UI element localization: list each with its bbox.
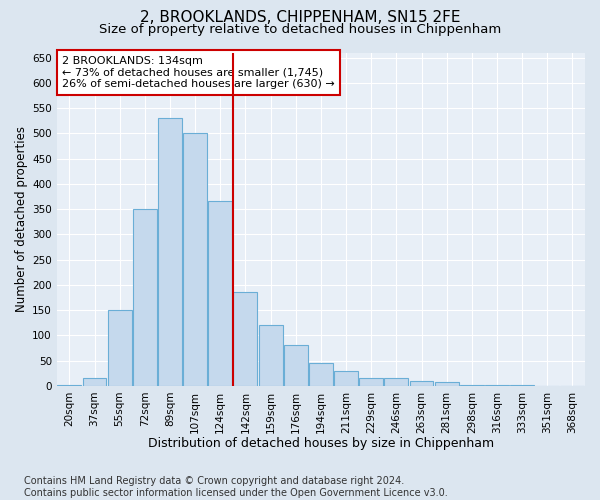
Bar bbox=[233, 292, 257, 386]
Bar bbox=[83, 378, 106, 386]
Y-axis label: Number of detached properties: Number of detached properties bbox=[15, 126, 28, 312]
Bar bbox=[435, 382, 458, 386]
Bar bbox=[309, 363, 333, 386]
Bar bbox=[259, 325, 283, 386]
Bar bbox=[58, 385, 82, 386]
X-axis label: Distribution of detached houses by size in Chippenham: Distribution of detached houses by size … bbox=[148, 437, 494, 450]
Bar bbox=[133, 209, 157, 386]
Text: Contains HM Land Registry data © Crown copyright and database right 2024.
Contai: Contains HM Land Registry data © Crown c… bbox=[24, 476, 448, 498]
Bar bbox=[108, 310, 131, 386]
Text: 2 BROOKLANDS: 134sqm
← 73% of detached houses are smaller (1,745)
26% of semi-de: 2 BROOKLANDS: 134sqm ← 73% of detached h… bbox=[62, 56, 335, 89]
Bar bbox=[460, 385, 484, 386]
Bar bbox=[334, 370, 358, 386]
Bar bbox=[385, 378, 408, 386]
Bar bbox=[284, 346, 308, 386]
Bar bbox=[158, 118, 182, 386]
Bar bbox=[208, 202, 232, 386]
Text: 2, BROOKLANDS, CHIPPENHAM, SN15 2FE: 2, BROOKLANDS, CHIPPENHAM, SN15 2FE bbox=[140, 10, 460, 25]
Text: Size of property relative to detached houses in Chippenham: Size of property relative to detached ho… bbox=[99, 22, 501, 36]
Bar bbox=[183, 134, 207, 386]
Bar bbox=[410, 381, 433, 386]
Bar bbox=[359, 378, 383, 386]
